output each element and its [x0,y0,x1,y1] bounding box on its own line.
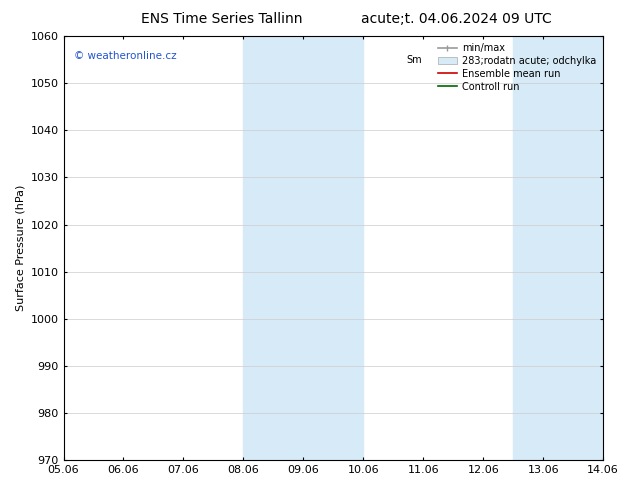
Text: ENS Time Series Tallinn: ENS Time Series Tallinn [141,12,302,26]
Text: Sm: Sm [406,55,422,65]
Bar [513,36,603,460]
Legend: min/max, 283;rodatn acute; odchylka, Ensemble mean run, Controll run: min/max, 283;rodatn acute; odchylka, Ens… [434,39,600,96]
Y-axis label: Surface Pressure (hPa): Surface Pressure (hPa) [15,185,25,311]
Text: acute;t. 04.06.2024 09 UTC: acute;t. 04.06.2024 09 UTC [361,12,552,26]
Text: © weatheronline.cz: © weatheronline.cz [74,51,177,61]
Bar [243,36,363,460]
